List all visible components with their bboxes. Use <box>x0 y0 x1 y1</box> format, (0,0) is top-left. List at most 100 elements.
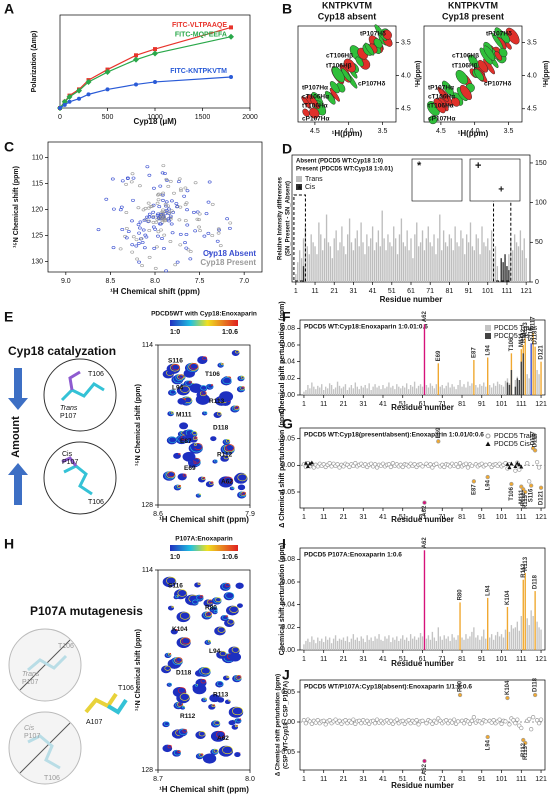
peak-contour <box>197 582 201 585</box>
bar <box>458 246 460 282</box>
peak-contour <box>223 455 229 460</box>
bar <box>467 381 469 395</box>
peak-contour <box>237 473 248 482</box>
bar <box>479 384 481 395</box>
peak-contour <box>161 665 172 674</box>
peak-contour <box>172 749 181 757</box>
x-tick-label: 111 <box>516 656 527 663</box>
bar <box>433 637 436 650</box>
peak-contour <box>156 216 161 220</box>
colorbar-label: 1:0 <box>170 554 180 561</box>
peak-contour <box>198 385 208 392</box>
peak-contour <box>147 215 152 219</box>
structure <box>61 456 78 467</box>
colorbar <box>170 320 238 326</box>
bar <box>346 636 349 650</box>
bar <box>378 634 380 650</box>
bar <box>479 254 481 282</box>
peak-contour <box>196 684 198 686</box>
point <box>471 479 477 484</box>
point <box>229 75 233 79</box>
peak-contour <box>216 731 226 738</box>
inset-frame <box>411 158 463 202</box>
bar <box>452 250 454 282</box>
point <box>104 69 111 76</box>
bar <box>504 380 507 395</box>
peak-contour <box>155 213 160 217</box>
peak-contour <box>219 391 234 402</box>
data-label: L94 <box>485 739 491 750</box>
plot-frame <box>423 25 523 123</box>
peak-contour <box>179 728 188 736</box>
bar <box>377 230 380 282</box>
point <box>497 717 502 722</box>
data-label: R113 <box>523 494 529 509</box>
peak-contour <box>179 422 189 430</box>
bar <box>330 385 333 395</box>
peak-contour <box>355 56 364 67</box>
point <box>505 695 510 701</box>
bar <box>513 234 516 282</box>
x-tick-label: 11 <box>320 776 327 783</box>
peak-contour <box>433 98 446 114</box>
peak-contour <box>437 86 449 102</box>
bar <box>475 637 477 650</box>
x-axis-label: ¹H Chemical shift (ppm) <box>159 785 249 794</box>
peak-contour <box>194 436 198 439</box>
y-tick-label: 0 <box>535 279 539 286</box>
point <box>152 50 158 57</box>
y-tick-label: -0.05 <box>279 749 295 756</box>
bar <box>423 250 426 282</box>
legend-label: Cis <box>305 184 316 191</box>
bar <box>508 270 510 282</box>
bar <box>443 635 445 650</box>
peak-contour <box>364 42 375 56</box>
bar <box>396 384 398 395</box>
peak-contour <box>204 639 211 645</box>
x-axis-label: ¹H(ppm) <box>458 129 489 138</box>
peak-contour <box>198 731 206 737</box>
peak-label: cP107Hδ <box>358 81 385 88</box>
peak-contour <box>237 675 242 679</box>
point <box>449 720 455 725</box>
bar <box>302 266 305 282</box>
peak-label: A62 <box>217 735 229 742</box>
bar <box>373 250 376 282</box>
legend-swatch <box>485 441 491 446</box>
peak-contour <box>166 204 171 208</box>
bar <box>500 385 503 395</box>
peak-contour <box>124 182 128 186</box>
bar <box>500 258 502 282</box>
peak-contour <box>192 599 199 605</box>
data-label: R113 <box>523 745 529 760</box>
peak-label: R112 <box>217 452 233 459</box>
bar <box>386 638 388 650</box>
peak-contour <box>214 720 221 725</box>
chart-title: PDCD5 WT:Cyp18:Enoxaparin 1:0.01:0.6 <box>304 324 428 331</box>
bar <box>364 254 366 282</box>
point <box>400 718 405 723</box>
point <box>485 474 490 480</box>
data-label: A62 <box>422 505 428 517</box>
bar <box>540 361 542 395</box>
bar <box>439 386 441 395</box>
point <box>321 718 326 723</box>
y-tick-label: 0.05 <box>281 436 295 443</box>
x-tick-label: 51 <box>399 776 407 783</box>
bar <box>309 642 311 650</box>
peak-contour <box>216 231 221 235</box>
peak-contour <box>137 260 141 264</box>
bar <box>431 385 434 395</box>
point <box>420 718 425 723</box>
peak-contour <box>180 385 190 393</box>
peak-contour <box>118 208 123 212</box>
bar <box>389 242 391 282</box>
bar <box>344 640 347 650</box>
point <box>536 465 542 470</box>
peak-contour <box>217 626 226 633</box>
peak-contour <box>188 380 193 384</box>
bar <box>532 332 534 395</box>
bar <box>437 363 439 395</box>
peak-label: cT106Hα <box>302 94 329 101</box>
x-tick-label: 101 <box>482 288 494 295</box>
